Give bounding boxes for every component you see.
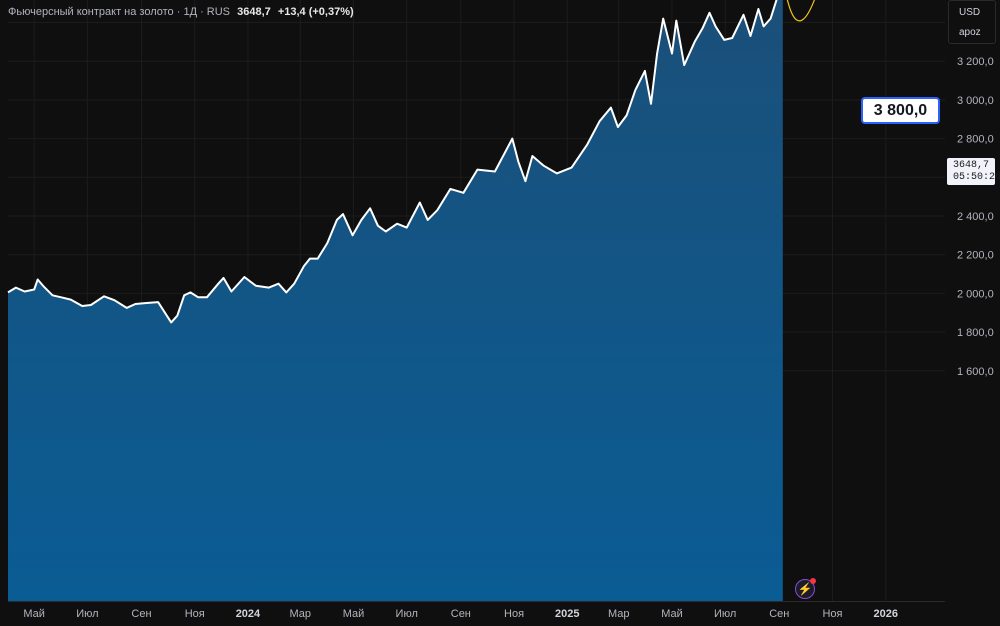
- y-tick-label: 2 000,0: [957, 288, 994, 300]
- price-series-line[interactable]: [7, 0, 783, 324]
- target-price-callout[interactable]: 3 800,0: [861, 97, 940, 124]
- axis-settings[interactable]: USD apoz: [948, 0, 996, 44]
- x-tick-label: 2024: [236, 608, 261, 620]
- y-tick-label: 2 800,0: [957, 134, 994, 146]
- x-tick-label: Ноя: [504, 608, 524, 620]
- price-area-fill: [8, 0, 783, 601]
- y-tick-label: 2 200,0: [957, 250, 994, 262]
- y-tick-label: 1 600,0: [957, 366, 994, 378]
- notification-dot: [810, 578, 816, 584]
- lightning-icon[interactable]: ⚡: [795, 578, 816, 599]
- x-tick-label: 2025: [555, 608, 579, 620]
- currency-label[interactable]: USD: [959, 7, 981, 18]
- x-tick-label: Июл: [714, 608, 736, 620]
- current-price: 3648,7: [237, 6, 271, 18]
- x-tick-label: Сен: [769, 608, 789, 620]
- x-tick-label: Ноя: [185, 608, 205, 620]
- x-tick-label: 2026: [873, 608, 897, 620]
- x-tick-label: Мар: [290, 608, 312, 620]
- scale-label[interactable]: apoz: [959, 27, 981, 38]
- price-change: +13,4 (+0,37%): [277, 6, 354, 18]
- x-tick-label: Ноя: [822, 608, 842, 620]
- last-price-label: 3648,7 05:50:26: [947, 158, 1000, 185]
- x-tick-label: Сен: [451, 608, 471, 620]
- symbol-title[interactable]: Фьючерсный контракт на золото · 1Д · RUS: [8, 6, 231, 18]
- x-tick-label: Май: [23, 608, 45, 620]
- y-tick-label: 3 200,0: [957, 56, 994, 68]
- x-tick-label: Июл: [76, 608, 98, 620]
- x-tick-label: Июл: [396, 608, 418, 620]
- y-axis[interactable]: 1 600,01 800,02 000,02 200,02 400,02 600…: [957, 0, 994, 378]
- x-tick-label: Мар: [608, 608, 630, 620]
- target-price-text: 3 800,0: [873, 102, 928, 119]
- forecast-arrow-curve[interactable]: [783, 0, 830, 22]
- last-price-value: 3648,7: [953, 160, 990, 171]
- chart-legend[interactable]: Фьючерсный контракт на золото · 1Д · RUS…: [8, 6, 354, 18]
- y-tick-label: 1 800,0: [957, 327, 994, 339]
- bar-countdown: 05:50:26: [953, 172, 1000, 183]
- y-tick-label: 2 400,0: [957, 211, 994, 223]
- y-tick-label: 3 000,0: [957, 95, 994, 107]
- x-tick-label: Май: [343, 608, 365, 620]
- x-tick-label: Май: [661, 608, 683, 620]
- x-axis[interactable]: Май Июл Сен Ноя 2024 Мар Май Июл Сен Ноя 2025 Мар Ма…: [23, 608, 898, 620]
- x-tick-label: Сен: [131, 608, 151, 620]
